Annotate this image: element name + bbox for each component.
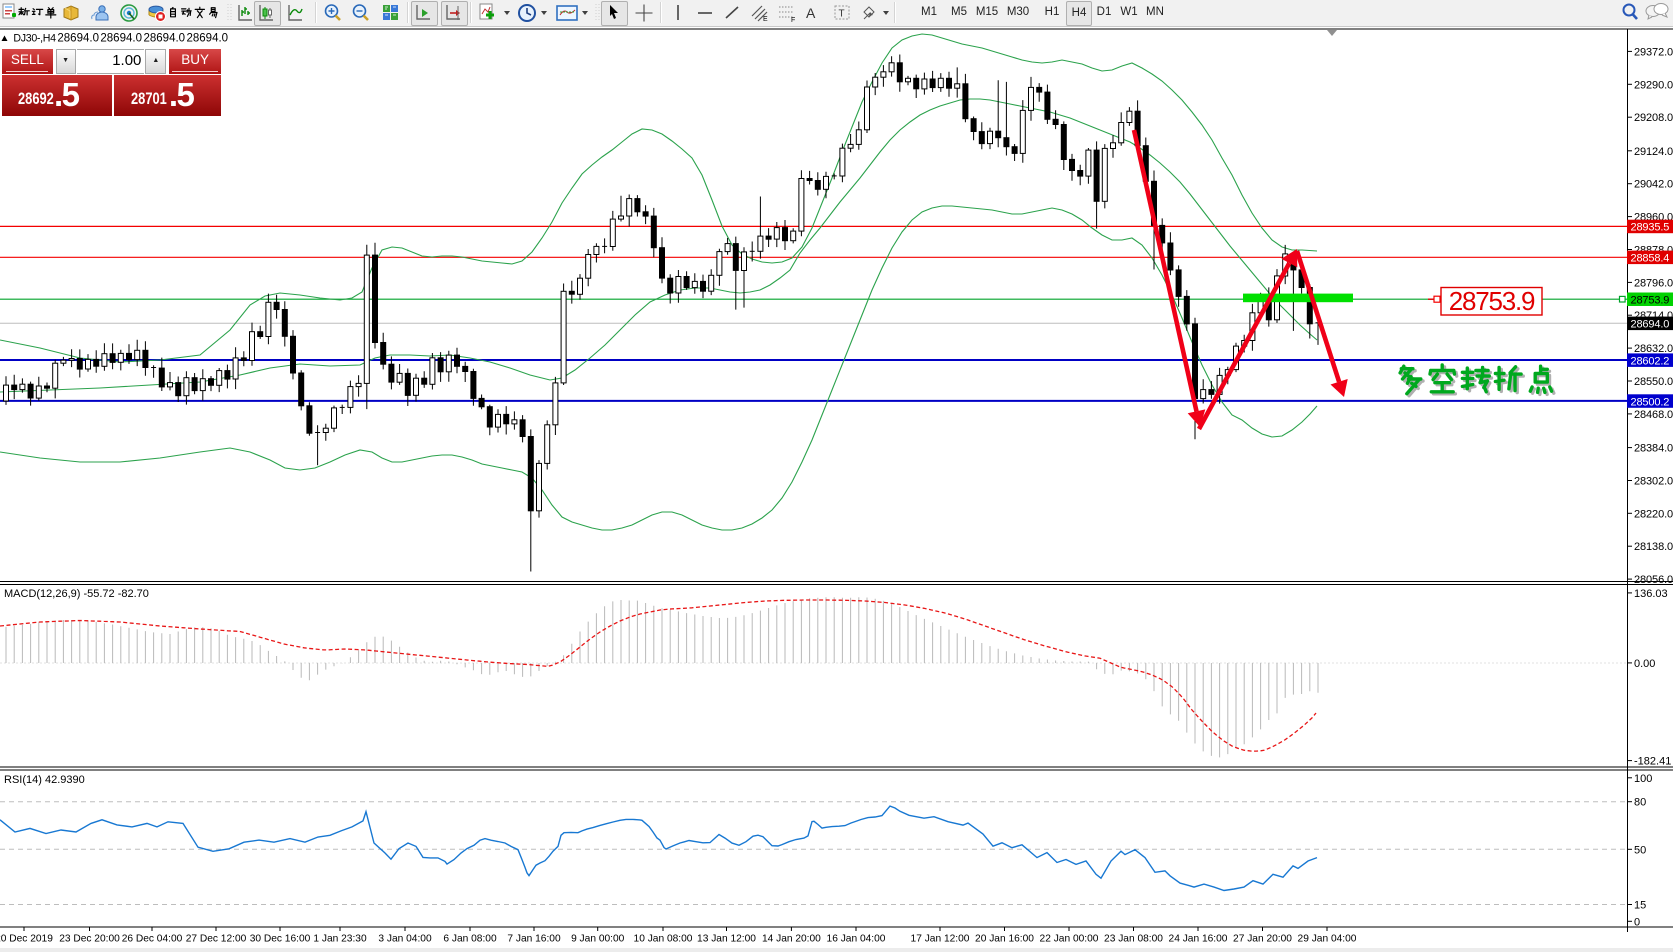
svg-text:100: 100 xyxy=(1634,773,1652,785)
svg-text:30 Dec 16:00: 30 Dec 16:00 xyxy=(250,934,311,945)
svg-text:7 Jan 16:00: 7 Jan 16:00 xyxy=(507,934,561,945)
svg-text:9 Jan 00:00: 9 Jan 00:00 xyxy=(571,934,625,945)
svg-text:17 Jan 12:00: 17 Jan 12:00 xyxy=(911,934,970,945)
svg-text:50: 50 xyxy=(1634,844,1646,856)
svg-text:29208.0: 29208.0 xyxy=(1634,112,1673,124)
svg-text:23 Dec 20:00: 23 Dec 20:00 xyxy=(59,934,120,945)
svg-text:13 Jan 12:00: 13 Jan 12:00 xyxy=(697,934,756,945)
svg-text:136.03: 136.03 xyxy=(1634,588,1668,600)
svg-text:22 Jan 00:00: 22 Jan 00:00 xyxy=(1040,934,1099,945)
svg-text:28694.0: 28694.0 xyxy=(144,33,186,45)
svg-text:29 Jan 04:00: 29 Jan 04:00 xyxy=(1298,934,1357,945)
svg-text:28500.2: 28500.2 xyxy=(1631,396,1670,408)
svg-text:E: E xyxy=(763,16,768,23)
svg-text:28220.0: 28220.0 xyxy=(1634,508,1673,520)
svg-text:T: T xyxy=(839,9,845,20)
svg-text:28753.9: 28753.9 xyxy=(1449,286,1535,316)
svg-text:28935.5: 28935.5 xyxy=(1631,222,1670,234)
svg-text:20 Jan 16:00: 20 Jan 16:00 xyxy=(975,934,1034,945)
svg-text:28302.0: 28302.0 xyxy=(1634,476,1673,488)
svg-text:10 Jan 08:00: 10 Jan 08:00 xyxy=(634,934,693,945)
svg-text:28468.0: 28468.0 xyxy=(1634,409,1673,421)
svg-text:29290.0: 29290.0 xyxy=(1634,79,1673,91)
svg-text:14 Jan 20:00: 14 Jan 20:00 xyxy=(762,934,821,945)
svg-text:24 Jan 16:00: 24 Jan 16:00 xyxy=(1169,934,1228,945)
svg-text:28384.0: 28384.0 xyxy=(1634,443,1673,455)
svg-text:28602.2: 28602.2 xyxy=(1631,355,1670,367)
svg-text:0: 0 xyxy=(1634,916,1640,928)
svg-text:DJ30-,H4: DJ30-,H4 xyxy=(13,33,56,45)
svg-text:28694.0: 28694.0 xyxy=(57,33,99,45)
svg-text:28138.0: 28138.0 xyxy=(1634,541,1673,553)
svg-text:0.00: 0.00 xyxy=(1634,658,1655,670)
svg-text:29124.0: 29124.0 xyxy=(1634,146,1673,158)
svg-text:28550.0: 28550.0 xyxy=(1634,376,1673,388)
svg-text:28632.0: 28632.0 xyxy=(1634,343,1673,355)
svg-text:F: F xyxy=(791,17,795,23)
svg-text:RSI(14) 42.9390: RSI(14) 42.9390 xyxy=(4,774,85,786)
svg-text:-182.41: -182.41 xyxy=(1634,756,1671,768)
svg-text:29372.0: 29372.0 xyxy=(1634,46,1673,58)
svg-text:MACD(12,26,9) -55.72 -82.70: MACD(12,26,9) -55.72 -82.70 xyxy=(4,588,149,600)
svg-text:28858.4: 28858.4 xyxy=(1631,253,1670,265)
svg-text:28796.0: 28796.0 xyxy=(1634,277,1673,289)
svg-text:26 Dec 04:00: 26 Dec 04:00 xyxy=(122,934,183,945)
svg-text:15: 15 xyxy=(1634,900,1646,912)
svg-text:28694.0: 28694.0 xyxy=(100,33,142,45)
svg-text:16 Jan 04:00: 16 Jan 04:00 xyxy=(827,934,886,945)
svg-text:29042.0: 29042.0 xyxy=(1634,179,1673,191)
svg-text:28694.0: 28694.0 xyxy=(1631,319,1670,331)
svg-text:27 Jan 20:00: 27 Jan 20:00 xyxy=(1233,934,1292,945)
svg-text:28056.0: 28056.0 xyxy=(1634,574,1673,586)
svg-text:1 Jan 23:30: 1 Jan 23:30 xyxy=(313,934,367,945)
svg-text:23 Jan 08:00: 23 Jan 08:00 xyxy=(1104,934,1163,945)
svg-text:6 Jan 08:00: 6 Jan 08:00 xyxy=(443,934,497,945)
svg-text:80: 80 xyxy=(1634,797,1646,809)
svg-text:28753.9: 28753.9 xyxy=(1631,295,1670,307)
svg-text:20 Dec 2019: 20 Dec 2019 xyxy=(0,934,53,945)
svg-text:3 Jan 04:00: 3 Jan 04:00 xyxy=(378,934,432,945)
svg-text:27 Dec 12:00: 27 Dec 12:00 xyxy=(186,934,247,945)
svg-text:28694.0: 28694.0 xyxy=(187,33,229,45)
